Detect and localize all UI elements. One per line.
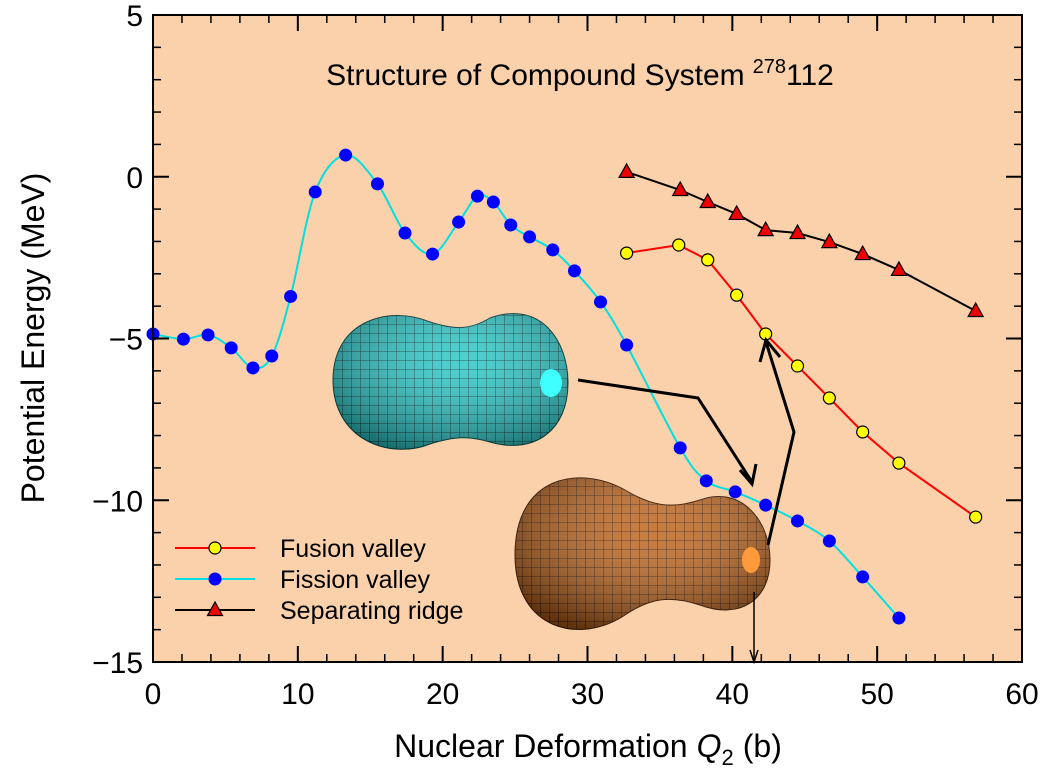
data-point [790,359,805,373]
data-point [788,223,807,240]
data-point [969,510,983,524]
data-point [201,328,215,342]
x-tick-label: 60 [1005,678,1038,711]
x-label-unit: (b) [743,728,782,764]
series-line [626,243,977,518]
data-point [594,295,608,309]
data-point [176,332,190,346]
data-point [701,253,715,267]
x-tick-label: 20 [426,678,459,711]
x-tick-label: 0 [145,678,162,711]
data-point [398,226,412,240]
x-tick-label: 10 [281,678,314,711]
y-tick-label: −5 [109,324,143,357]
data-point [892,611,906,625]
data-point [620,246,634,260]
x-tick-label: 40 [716,678,749,711]
data-point [486,195,500,209]
legend-marker [208,572,222,586]
data-point [246,361,260,375]
data-point [759,498,773,512]
data-point [757,220,775,237]
x-label-subscript: 2 [721,745,733,770]
data-point [504,218,518,232]
series-line [626,170,977,312]
data-point [890,260,908,277]
data-point [699,192,717,209]
y-tick-label: −15 [92,647,143,680]
plot-layer [146,148,985,625]
data-point [620,338,634,352]
data-point [426,247,440,261]
data-point [856,425,870,439]
data-point [728,485,742,499]
data-point [618,162,636,178]
legend-marker [206,600,224,617]
data-point [699,474,713,488]
data-point [967,301,985,318]
x-axis-label: Nuclear Deformation Q2 (b) [394,728,782,770]
title-text: Structure of Compound System [326,59,745,92]
data-point [370,177,384,191]
data-point [308,185,322,199]
data-point [224,341,238,355]
title-after: 112 [786,59,834,92]
data-point [567,264,581,278]
data-point [892,456,906,470]
legend-label: Fission valley [280,566,431,594]
nucleus-cyan [332,313,569,450]
legend-marker [208,541,222,555]
data-point [265,349,279,363]
arrows [577,336,796,665]
data-point [546,243,560,257]
data-point [856,570,870,584]
data-point [728,204,746,221]
chart-title: Structure of Compound System 278112 [326,56,834,92]
data-point [672,238,686,252]
data-point [791,514,805,528]
data-point [730,288,744,302]
x-tick-label: 50 [860,678,893,711]
x-label-text: Nuclear Deformation [394,728,687,764]
legend-label: Separating ridge [280,597,463,625]
legend-label: Fusion valley [280,535,426,563]
nucleus-orange [514,477,771,630]
data-point [820,232,838,249]
data-point [339,148,353,162]
data-point [470,189,484,203]
y-tick-label: 5 [126,0,143,33]
data-point [673,441,687,455]
title-superscript: 278 [753,56,786,78]
x-tick-label: 30 [571,678,604,711]
y-axis-label: Potential Energy (MeV) [15,173,51,504]
y-tick-label: 0 [126,162,143,195]
data-point [822,391,836,405]
data-point [671,180,689,197]
data-point [822,534,836,548]
x-label-symbol: Q [697,728,722,764]
y-tick-label: −10 [92,485,143,518]
data-point [523,230,537,244]
data-point [854,244,872,261]
data-point [284,289,298,303]
data-point [452,215,466,229]
